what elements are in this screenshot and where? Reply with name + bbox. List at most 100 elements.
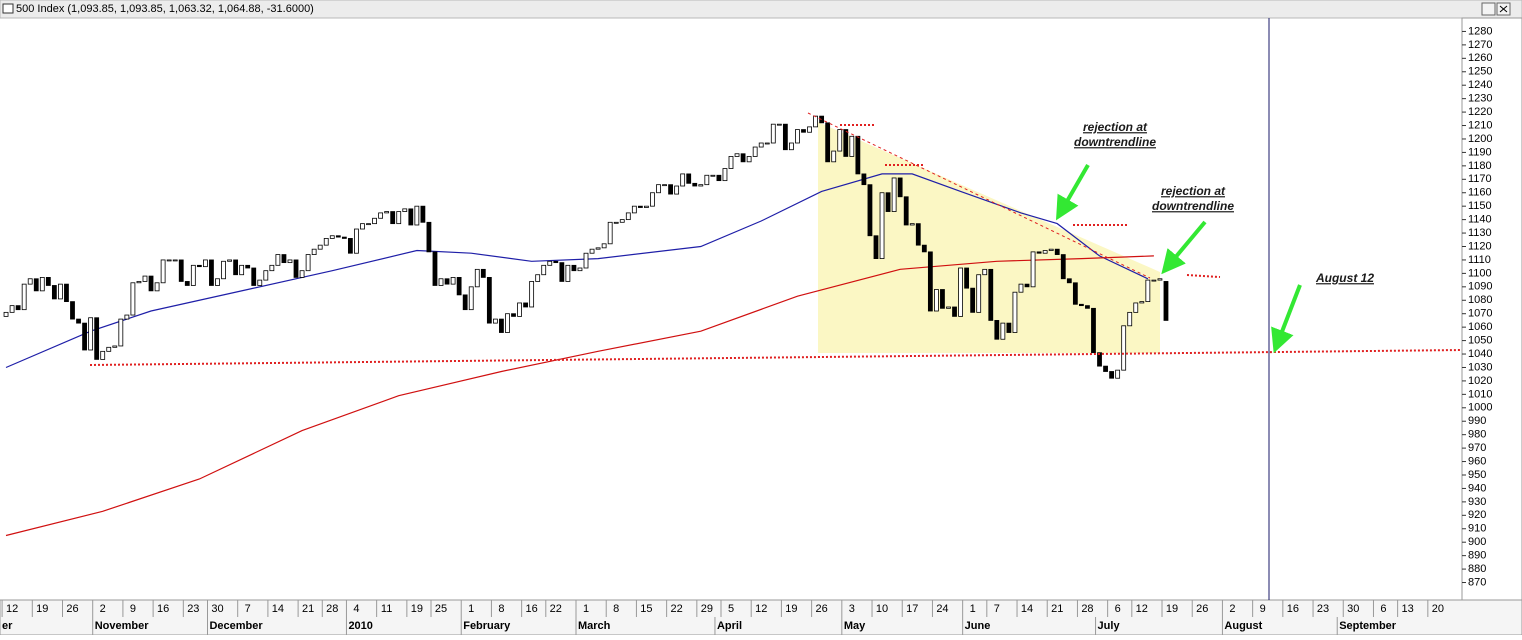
x-tick-label: 15 (640, 603, 652, 615)
y-tick-label: 1180 (1468, 160, 1492, 172)
x-tick-label: 4 (353, 603, 359, 615)
candle (1109, 371, 1115, 379)
candle (1115, 369, 1121, 379)
y-tick-label: 910 (1468, 523, 1486, 535)
candle (505, 313, 510, 333)
candle (764, 142, 770, 145)
candle (861, 173, 867, 186)
y-tick-label: 1130 (1468, 227, 1492, 239)
candle (396, 211, 402, 225)
candle (1091, 307, 1096, 354)
candle (716, 174, 722, 182)
x-tick-label: 26 (815, 603, 827, 615)
candle (637, 205, 643, 208)
x-tick-label: 29 (701, 603, 713, 615)
x-tick-label: 25 (435, 603, 447, 615)
candle (722, 168, 728, 182)
y-tick-label: 1010 (1468, 388, 1492, 400)
y-tick-label: 1000 (1468, 402, 1492, 414)
candle (209, 259, 214, 286)
x-tick-label: 19 (785, 603, 797, 615)
candle (1157, 278, 1163, 281)
candle (311, 248, 317, 255)
y-tick-label: 900 (1468, 536, 1486, 548)
candle (184, 281, 190, 286)
candle (553, 260, 559, 264)
candle (934, 289, 939, 312)
month-label: March (578, 620, 611, 632)
candle (360, 223, 365, 230)
y-tick-label: 1190 (1468, 146, 1492, 158)
candle (335, 235, 341, 238)
x-tick-label: 26 (66, 603, 78, 615)
candle (70, 301, 75, 320)
y-tick-label: 1210 (1468, 119, 1492, 131)
candle (100, 350, 106, 360)
candle (662, 184, 667, 187)
candle (1133, 302, 1139, 313)
candle (178, 259, 184, 282)
month-label: November (95, 620, 150, 632)
y-tick-label: 1260 (1468, 52, 1492, 64)
candle (909, 223, 915, 226)
x-tick-label: 16 (526, 603, 538, 615)
candle (293, 259, 299, 278)
y-tick-label: 1100 (1468, 267, 1492, 279)
candle (166, 259, 172, 262)
candle (480, 268, 486, 278)
candle (758, 142, 764, 148)
x-tick-label: 22 (671, 603, 683, 615)
x-tick-label: 23 (1317, 603, 1329, 615)
candle (1006, 322, 1012, 333)
candle (710, 174, 716, 177)
candle (341, 236, 347, 239)
candle (21, 283, 27, 311)
annotation: August 12 (1315, 271, 1374, 285)
x-tick-label: 19 (36, 603, 48, 615)
candle (946, 306, 951, 309)
candle (1048, 248, 1054, 251)
candle (27, 278, 33, 285)
plot-area (3, 115, 1169, 537)
y-tick-label: 1230 (1468, 93, 1492, 105)
x-tick-label: 19 (411, 603, 423, 615)
candle (728, 156, 734, 169)
date-axis (0, 599, 1522, 636)
candle (511, 313, 516, 317)
candle (148, 275, 154, 292)
y-tick-label: 920 (1468, 509, 1486, 521)
candle (656, 184, 661, 194)
y-tick-label: 1220 (1468, 106, 1492, 118)
x-tick-label: 10 (876, 603, 888, 615)
candle (402, 208, 408, 212)
candle (1072, 282, 1078, 305)
candle (1060, 254, 1066, 280)
y-tick-label: 1170 (1468, 173, 1492, 185)
candle (704, 174, 710, 186)
candle (1085, 305, 1090, 309)
y-tick-label: 990 (1468, 415, 1486, 427)
candle (891, 177, 897, 212)
candle (867, 184, 873, 237)
x-tick-label: 21 (302, 603, 314, 615)
moving-average (5, 255, 1154, 537)
y-tick-label: 1150 (1468, 200, 1492, 212)
candle (160, 259, 166, 284)
x-tick-label: 30 (211, 603, 223, 615)
candle (559, 262, 565, 282)
candle (849, 135, 855, 157)
arrow (1271, 284, 1302, 354)
candle (698, 184, 704, 187)
candle (952, 306, 957, 317)
restore-button[interactable] (1481, 2, 1496, 16)
y-tick-label: 1070 (1468, 308, 1492, 320)
candle (601, 243, 607, 249)
x-tick-label: 13 (1402, 603, 1414, 615)
annotation: rejection at (1083, 120, 1148, 134)
y-tick-label: 1080 (1468, 294, 1492, 306)
candle (118, 318, 124, 347)
candle (450, 277, 456, 285)
candle (915, 223, 921, 246)
candle (136, 281, 142, 284)
